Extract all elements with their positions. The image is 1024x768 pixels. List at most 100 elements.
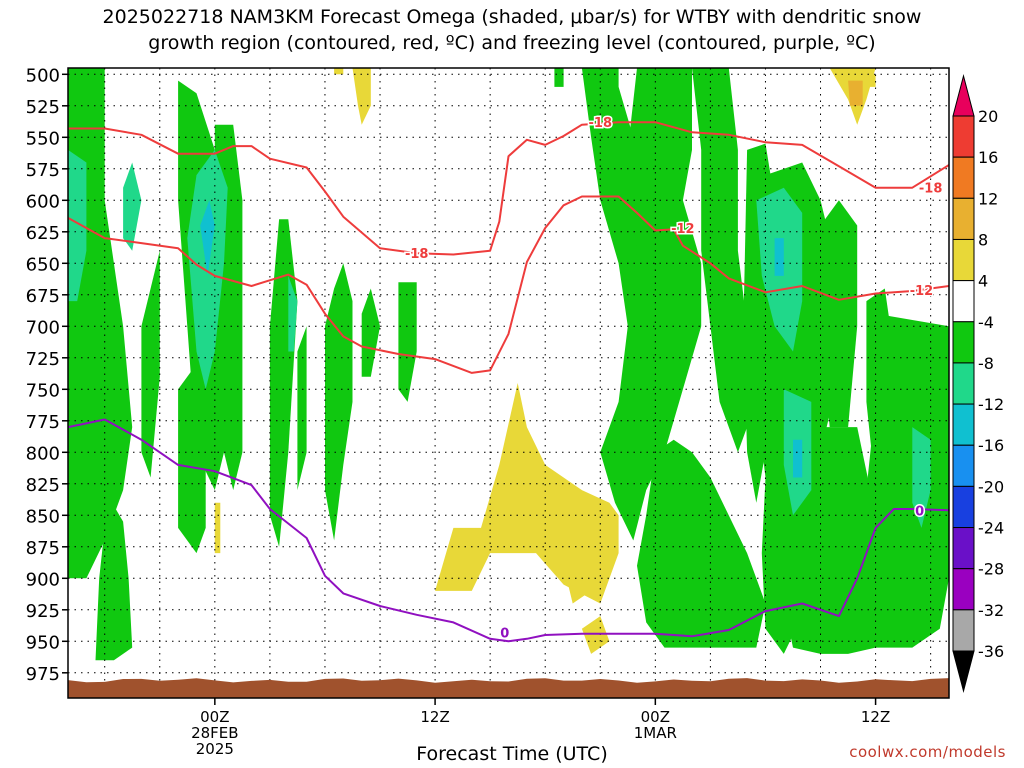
x-tick-label: 1MAR [634, 724, 677, 742]
x-tick-label: 2025 [196, 740, 234, 758]
omega-region-yellow [334, 68, 344, 75]
omega-region-green [95, 490, 133, 661]
colorbar-label: 20 [978, 107, 998, 126]
omega-colorbar: 20 16 12 8 4 -4 -8 -12 -16 -20 -24 -28 -32 -36 [952, 74, 1004, 693]
omega-region-gold [848, 80, 863, 106]
y-tick-label: 525 [26, 97, 60, 118]
colorbar-segment [952, 238, 975, 282]
dgz_lower-label: -12 [910, 284, 934, 299]
y-tick-label: 600 [26, 191, 60, 212]
colorbar-label: -16 [978, 436, 1004, 455]
y-tick-label: 700 [26, 317, 60, 338]
y-tick-label: 500 [26, 65, 60, 86]
x-tick-label: 00Z [200, 708, 229, 726]
chart-title-line1: 2025022718 NAM3KM Forecast Omega (shaded… [102, 6, 922, 28]
colorbar-segment [952, 362, 975, 405]
omega-region-teal [995, 150, 1013, 276]
y-tick-label: 925 [26, 601, 60, 622]
omega-region-green [600, 68, 702, 541]
omega-region-cyan [1019, 503, 1024, 553]
dgz_upper-label: -18 [919, 182, 943, 197]
dgz_lower-contour [68, 195, 949, 374]
colorbar-segment [952, 115, 975, 158]
colorbar-label: -20 [978, 477, 1004, 496]
y-tick-label: 750 [26, 380, 60, 401]
omega-region-teal [288, 275, 298, 352]
credit-text: coolwx.com/models [849, 743, 1006, 761]
grid-dots [68, 68, 949, 698]
colorbar-label: -12 [978, 395, 1004, 414]
omega-region-yellow [581, 616, 610, 654]
omega-region-cyan [200, 200, 215, 276]
colorbar-segment [952, 197, 975, 240]
plot-frame [67, 67, 950, 699]
y-tick-label: 825 [26, 475, 60, 496]
y-tick-label: 725 [26, 349, 60, 370]
x-tick-label: 12Z [861, 708, 890, 726]
colorbar-label: -8 [978, 354, 994, 373]
x-axis-title: Forecast Time (UTC) [416, 743, 608, 765]
omega-region-teal [123, 162, 142, 251]
colorbar-label: -4 [978, 313, 994, 332]
omega-region-green [297, 326, 307, 491]
y-tick-label: 800 [26, 443, 60, 464]
colorbar-bottom-arrow [952, 650, 975, 693]
omega-region-green [820, 200, 858, 428]
colorbar-segment [952, 156, 975, 199]
y-tick-label: 625 [26, 223, 60, 244]
chart-title-line2: growth region (contoured, red, ºC) and f… [148, 32, 876, 54]
terrain-fill [68, 678, 949, 698]
omega-region-green [692, 68, 748, 453]
colorbar-label: 8 [978, 230, 988, 249]
y-tick-label: 900 [26, 569, 60, 590]
omega-region-yellow [214, 502, 221, 554]
colorbar-label: 12 [978, 189, 998, 208]
freezing-label: 0 [915, 504, 924, 519]
y-tick-label: 575 [26, 160, 60, 181]
omega-region-teal [1013, 465, 1024, 629]
colorbar-segment [952, 280, 975, 323]
terrain-ground [68, 678, 949, 698]
dgz_upper-label: -18 [405, 247, 429, 262]
temperature-contours: -18 -18 -18 -12 -12 0 0 [68, 115, 949, 643]
omega-region-green [269, 219, 298, 547]
freezing-contour [68, 418, 949, 643]
omega-region-green [554, 68, 564, 87]
y-tick-label: 675 [26, 286, 60, 307]
colorbar-segment [952, 485, 975, 529]
y-tick-label: 950 [26, 632, 60, 653]
omega-region-green [141, 250, 160, 478]
omega-region-green [398, 282, 417, 402]
freezing-label: 0 [500, 626, 509, 641]
colorbar-label: -36 [978, 642, 1004, 661]
pressure-axis: 500 525 550 575 600 625 650 675 700 725 750 775 800 8… [26, 65, 68, 685]
colorbar-segment [952, 527, 975, 570]
x-tick-label: 00Z [641, 708, 670, 726]
y-tick-label: 975 [26, 664, 60, 685]
omega-region-cyan [774, 238, 784, 276]
colorbar-segment [952, 568, 975, 611]
omega-region-cyan [793, 439, 803, 478]
omega-region-yellow [352, 68, 371, 125]
colorbar-label: 4 [978, 272, 988, 291]
colorbar-segment [952, 403, 975, 446]
dgz_upper-label: -18 [589, 116, 613, 131]
omega-region-green [637, 439, 766, 648]
omega-shading [68, 68, 1024, 661]
y-tick-label: 875 [26, 538, 60, 559]
omega-region-green [361, 288, 380, 377]
colorbar-segment [952, 444, 975, 487]
y-tick-label: 650 [26, 254, 60, 275]
x-tick-label: 12Z [420, 708, 449, 726]
omega-region-yellow [563, 515, 597, 604]
omega-region-green [325, 263, 353, 541]
y-tick-label: 850 [26, 506, 60, 527]
colorbar-top-arrow [952, 74, 975, 117]
colorbar-label: -32 [978, 601, 1004, 620]
colorbar-label: -24 [978, 519, 1004, 538]
colorbar-segment [952, 321, 975, 364]
omega-region-green [68, 68, 133, 579]
omega-region-blue [1021, 515, 1024, 547]
